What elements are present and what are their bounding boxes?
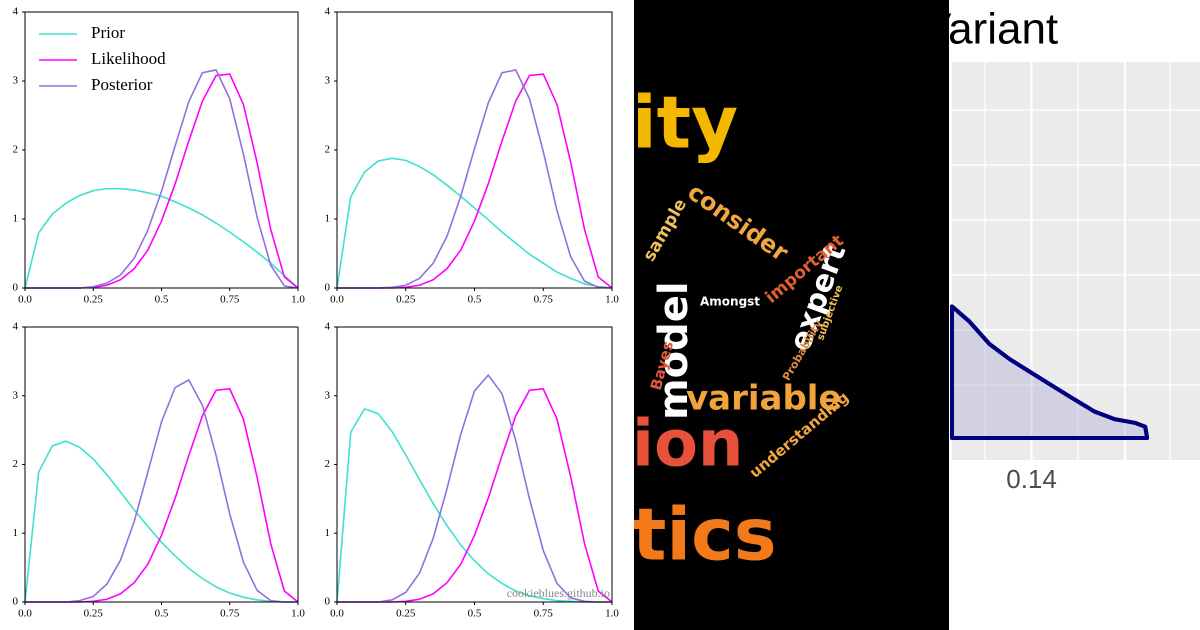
y-tick-label: 4 — [325, 321, 331, 333]
legend-label: Likelihood — [91, 49, 166, 68]
word: tics — [632, 493, 777, 577]
x-tick-label: 0.5 — [155, 294, 169, 306]
y-tick-label: 2 — [325, 458, 331, 470]
x-tick-label: 1.0 — [605, 294, 619, 306]
x-tick-label: 0.0 — [330, 608, 344, 620]
y-tick-label: 4 — [13, 6, 19, 18]
series-line — [24, 187, 299, 289]
series-line — [336, 407, 612, 603]
line-chart: 0.0 0.25 0.5 0.75 1.0 0 1 2 3 4 cookieblues.github… — [325, 321, 620, 620]
word: variable — [686, 379, 842, 419]
x-tick-label: 0.5 — [155, 608, 169, 620]
x-tick-label: 0.0 — [330, 294, 344, 306]
x-tick-label: 0.5 — [468, 608, 482, 620]
word-cloud-background — [634, 0, 949, 630]
x-tick-label: 1.0 — [605, 608, 619, 620]
x-tick-label: 0.14 — [1006, 464, 1057, 494]
y-tick-label: 3 — [325, 75, 331, 87]
series-line — [24, 440, 298, 603]
y-tick-label: 3 — [13, 389, 19, 401]
y-tick-label: 2 — [13, 144, 19, 156]
x-tick-label: 0.25 — [84, 608, 104, 620]
x-tick-label: 1.0 — [291, 608, 305, 620]
word: ity — [632, 81, 738, 165]
x-tick-label: 0.75 — [534, 608, 554, 620]
x-tick-label: 0.0 — [18, 294, 32, 306]
legend-label: Prior — [91, 23, 125, 42]
line-chart: 0.0 0.25 0.5 0.75 1.0 0 1 2 3 4 — [13, 321, 306, 620]
x-tick-label: 0.75 — [534, 294, 554, 306]
y-tick-label: 0 — [13, 596, 19, 608]
word: Amongst — [700, 295, 760, 309]
background-stripes — [952, 62, 1200, 460]
density-chart: 0.14 Variant — [922, 5, 1200, 494]
series-line — [337, 373, 612, 603]
x-tick-label: 0.0 — [18, 608, 32, 620]
y-tick-label: 3 — [13, 75, 19, 87]
y-tick-label: 3 — [325, 389, 331, 401]
y-tick-label: 4 — [325, 6, 331, 18]
x-tick-label: 0.25 — [396, 294, 416, 306]
watermark: cookieblues.github.io — [507, 586, 610, 600]
x-tick-label: 0.25 — [396, 608, 416, 620]
y-tick-label: 0 — [13, 282, 19, 294]
y-tick-label: 0 — [325, 596, 331, 608]
y-tick-label: 4 — [13, 321, 19, 333]
x-tick-label: 0.25 — [84, 294, 104, 306]
y-tick-label: 1 — [13, 527, 19, 539]
y-tick-label: 1 — [325, 527, 331, 539]
density-line — [950, 304, 1150, 439]
legend-label: Posterior — [91, 75, 153, 94]
panel-background — [0, 0, 634, 630]
line-chart: 0.0 0.25 0.5 0.75 1.0 0 1 2 3 4 Prior Likelihood Pos… — [13, 6, 306, 306]
chart-title: Variant — [922, 5, 1058, 54]
plot-background — [952, 62, 1200, 460]
x-tick-label: 0.75 — [220, 608, 240, 620]
y-tick-label: 2 — [13, 458, 19, 470]
word: model — [651, 281, 697, 420]
y-tick-label: 1 — [13, 213, 19, 225]
y-tick-label: 0 — [325, 282, 331, 294]
x-tick-label: 0.5 — [468, 294, 482, 306]
x-tick-label: 0.75 — [220, 294, 240, 306]
line-chart: 0.0 0.25 0.5 0.75 1.0 0 1 2 3 4 — [325, 6, 620, 306]
series-line — [336, 157, 613, 289]
word: ion — [632, 408, 743, 482]
x-tick-label: 1.0 — [291, 294, 305, 306]
y-tick-label: 1 — [325, 213, 331, 225]
y-tick-label: 2 — [325, 144, 331, 156]
